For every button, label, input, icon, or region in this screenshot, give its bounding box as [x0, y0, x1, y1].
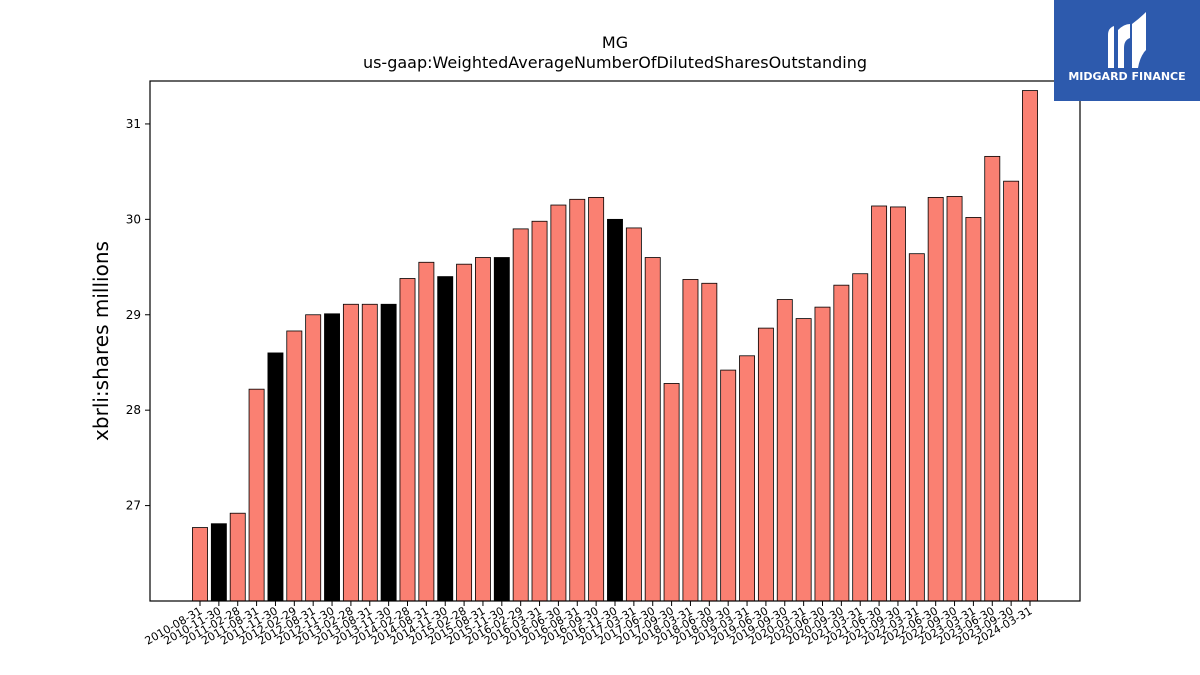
y-tick-label: 28	[126, 403, 141, 417]
bar-2010-11-30	[210, 523, 227, 602]
bar-2021-03-31	[852, 273, 869, 602]
bar-2011-02-28	[229, 512, 246, 602]
bar-2017-03-31	[625, 227, 642, 602]
bar-2019-09-30	[776, 299, 793, 602]
bar-2013-11-30	[380, 303, 397, 602]
bar-2023-03-31	[965, 217, 982, 602]
bar-2010-08-31	[192, 527, 208, 602]
bar-2019-03-31	[739, 355, 755, 602]
bar-2019-06-30	[757, 327, 774, 602]
logo-text: MIDGARD FINANCE	[1068, 70, 1185, 83]
bar-2016-03-31	[531, 220, 548, 602]
bar-2018-06-30	[701, 282, 718, 602]
chart-title: MG	[602, 33, 628, 52]
bar-2016-11-30	[607, 218, 623, 602]
bar-2014-08-31	[418, 261, 435, 602]
bar-2012-11-30	[324, 313, 340, 602]
plot-frame	[149, 80, 1081, 602]
bar-2021-09-30	[890, 206, 906, 602]
logo-background	[1054, 0, 1200, 101]
bar-2016-02-29	[512, 228, 529, 602]
bar-2012-08-31	[305, 314, 322, 602]
y-tick-label: 31	[126, 117, 141, 131]
bar-2012-02-29	[286, 330, 303, 602]
y-tick-label: 30	[126, 212, 141, 226]
chart-subtitle: us-gaap:WeightedAverageNumberOfDilutedSh…	[363, 53, 867, 72]
bar-2022-09-30	[946, 196, 963, 602]
bar-2020-09-30	[833, 284, 850, 602]
x-ticks-group: 2010-08-312010-11-302011-02-282011-08-31…	[143, 601, 1035, 648]
bar-2024-03-31	[1022, 90, 1038, 602]
bar-2017-06-30	[644, 257, 661, 602]
y-tick-label: 29	[126, 308, 141, 322]
bar-2023-09-30	[1003, 180, 1020, 602]
bar-2021-06-30	[871, 205, 888, 602]
bar-2015-02-28	[456, 263, 473, 602]
bar-2022-06-30	[927, 196, 944, 602]
bar-2011-08-31	[248, 388, 265, 602]
bars-group	[192, 90, 1038, 602]
bar-2016-08-31	[569, 198, 586, 602]
y-ticks-group: 27 28 29 30 31	[126, 117, 150, 513]
bar-2023-06-30	[984, 155, 1001, 602]
bar-2014-11-30	[437, 276, 454, 602]
bar-2020-03-31	[795, 318, 812, 602]
midgard-logo-icon	[1108, 12, 1146, 68]
bar-2022-03-31	[908, 253, 925, 602]
bar-2017-09-30	[663, 383, 680, 602]
bar-2013-02-28	[342, 303, 359, 602]
logo: MIDGARD FINANCE	[1054, 0, 1200, 101]
bar-2020-06-30	[814, 306, 831, 602]
bar-2016-06-30	[550, 204, 567, 602]
bar-2013-08-31	[361, 303, 378, 602]
bar-2011-11-30	[267, 352, 284, 602]
bar-2014-02-28	[399, 278, 416, 602]
y-tick-label: 27	[126, 499, 141, 513]
bar-2015-08-31	[475, 257, 491, 602]
bar-2015-11-30	[493, 257, 510, 602]
bar-2018-03-31	[682, 279, 699, 602]
bar-2016-09-30	[588, 196, 605, 602]
y-axis-label: xbrli:shares millions	[89, 241, 113, 441]
bar-2018-09-30	[720, 369, 737, 602]
